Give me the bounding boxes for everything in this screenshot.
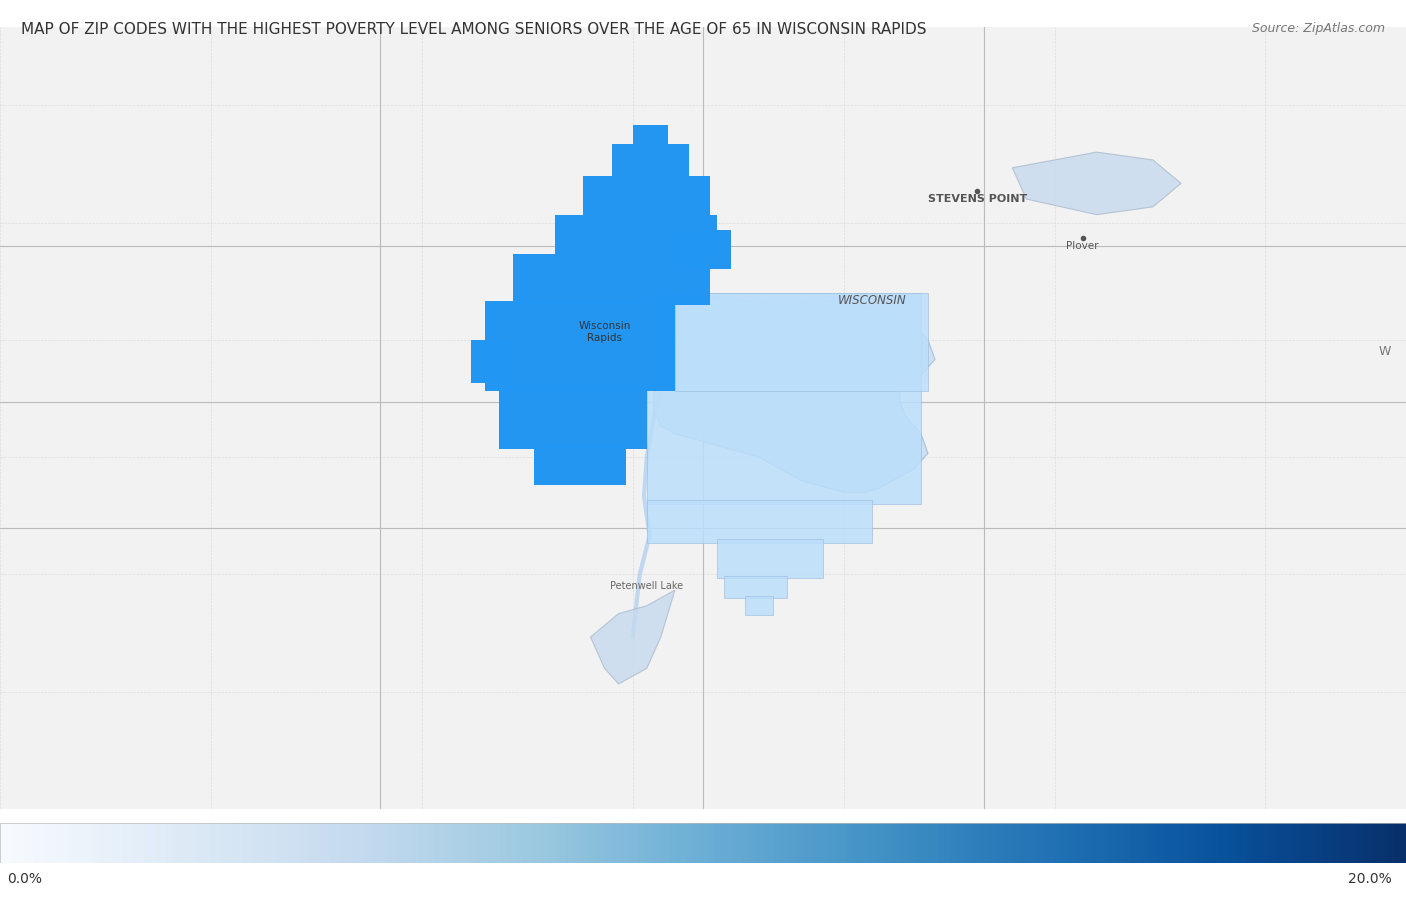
FancyBboxPatch shape	[513, 254, 710, 305]
Text: W: W	[1379, 345, 1391, 358]
FancyBboxPatch shape	[534, 445, 626, 485]
FancyBboxPatch shape	[675, 230, 731, 270]
FancyBboxPatch shape	[499, 387, 647, 450]
Text: MAP OF ZIP CODES WITH THE HIGHEST POVERTY LEVEL AMONG SENIORS OVER THE AGE OF 65: MAP OF ZIP CODES WITH THE HIGHEST POVERT…	[21, 22, 927, 38]
FancyBboxPatch shape	[471, 340, 513, 383]
Text: 0.0%: 0.0%	[7, 871, 42, 886]
Text: STEVENS POINT: STEVENS POINT	[928, 194, 1026, 204]
FancyBboxPatch shape	[471, 340, 513, 383]
FancyBboxPatch shape	[485, 300, 675, 391]
Text: Wisconsin
Rapids: Wisconsin Rapids	[578, 321, 631, 343]
FancyBboxPatch shape	[534, 445, 626, 485]
FancyBboxPatch shape	[647, 500, 872, 543]
FancyBboxPatch shape	[485, 300, 675, 391]
Polygon shape	[1012, 152, 1181, 215]
FancyBboxPatch shape	[745, 596, 773, 615]
FancyBboxPatch shape	[513, 254, 710, 305]
FancyBboxPatch shape	[583, 175, 710, 215]
FancyBboxPatch shape	[633, 125, 668, 145]
Text: Source: ZipAtlas.com: Source: ZipAtlas.com	[1251, 22, 1385, 35]
FancyBboxPatch shape	[499, 387, 647, 450]
FancyBboxPatch shape	[675, 230, 731, 270]
Polygon shape	[591, 590, 675, 684]
Text: WISCONSIN: WISCONSIN	[838, 294, 905, 307]
FancyBboxPatch shape	[724, 576, 787, 598]
FancyBboxPatch shape	[675, 293, 928, 391]
FancyBboxPatch shape	[555, 215, 717, 254]
FancyBboxPatch shape	[583, 175, 710, 215]
Text: Petenwell Lake: Petenwell Lake	[610, 581, 683, 592]
FancyBboxPatch shape	[555, 215, 717, 254]
FancyBboxPatch shape	[612, 145, 689, 175]
Text: 20.0%: 20.0%	[1348, 871, 1392, 886]
Polygon shape	[647, 297, 935, 493]
FancyBboxPatch shape	[612, 145, 689, 175]
FancyBboxPatch shape	[717, 539, 823, 578]
FancyBboxPatch shape	[647, 293, 921, 504]
Text: Plover: Plover	[1066, 241, 1099, 251]
FancyBboxPatch shape	[633, 125, 668, 145]
